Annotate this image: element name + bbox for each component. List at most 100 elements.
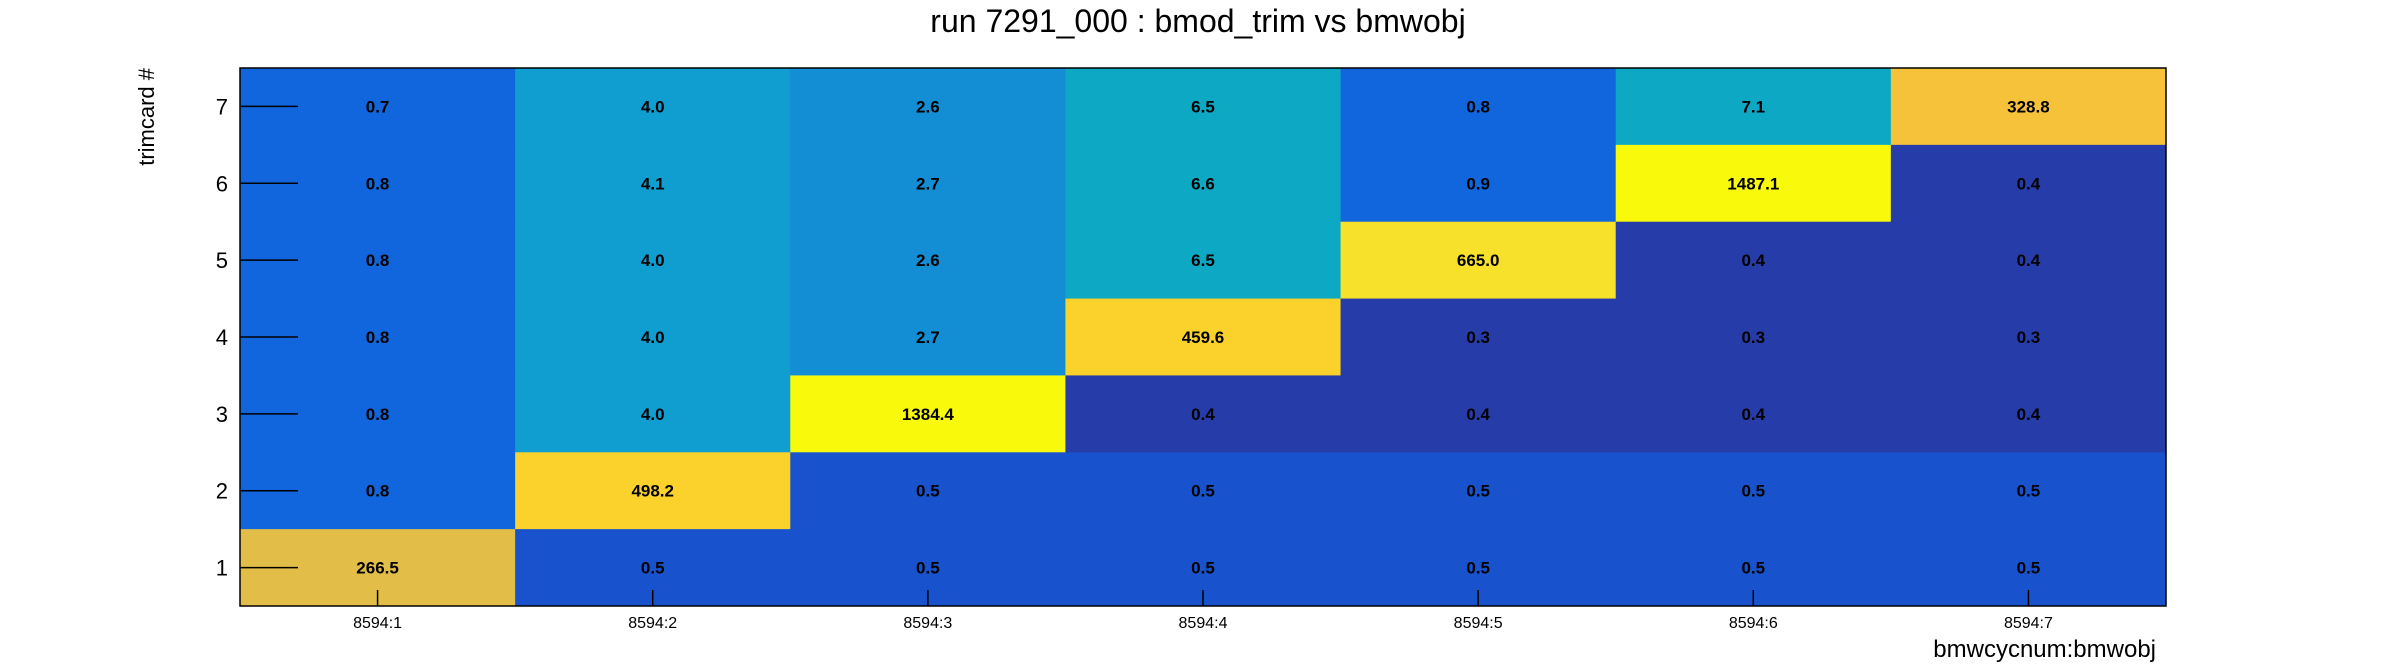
x-tick-label: 8594:5 [1454,615,1503,632]
heatmap-cell [790,375,1066,453]
cell-value-label: 0.4 [1191,405,1215,424]
heatmap-cell [790,221,1066,300]
cell-value-label: 0.4 [2017,251,2041,270]
cell-value-label: 266.5 [356,559,399,578]
cell-value-label: 0.3 [2017,328,2041,347]
cell-value-label: 6.6 [1191,174,1215,193]
heatmap-cell [1615,298,1892,376]
cell-value-label: 0.4 [1741,251,1765,270]
cell-value-label: 6.5 [1191,97,1215,116]
heatmap-cell [790,68,1066,146]
cell-value-label: 0.8 [366,328,390,347]
heatmap-cell [790,144,1066,223]
cell-value-label: 0.8 [366,174,390,193]
x-tick-label: 8594:2 [628,615,677,632]
cell-value-label: 0.5 [1741,559,1765,578]
y-tick-label: 2 [216,479,228,504]
cell-value-label: 0.5 [916,559,940,578]
heatmap-cell [515,221,791,300]
heatmap-cell [1340,375,1617,453]
heatmap-cell [1065,221,1342,300]
cell-value-label: 2.6 [916,97,940,116]
heatmap-cell [1065,375,1342,453]
heatmap-cell [1065,144,1342,223]
heatmap-cell [1340,298,1617,376]
heatmap-cell [1615,221,1892,300]
cell-value-label: 665.0 [1457,251,1500,270]
heatmap-cell [1615,68,1892,146]
cell-value-label: 459.6 [1182,328,1225,347]
cell-value-label: 4.1 [641,174,665,193]
heatmap-cell [1340,144,1617,223]
cell-value-label: 0.5 [1741,482,1765,501]
cell-value-label: 0.4 [2017,405,2041,424]
heatmap-cell [1890,144,2167,223]
cell-value-label: 0.5 [1466,482,1490,501]
cell-value-label: 7.1 [1741,97,1765,116]
heatmap-cell [1340,68,1617,146]
heatmap-cell [515,298,791,376]
cell-value-label: 4.0 [641,251,665,270]
cell-value-label: 0.5 [1466,559,1490,578]
y-tick-label: 1 [216,556,228,581]
heatmap-cell [515,144,791,223]
x-tick-labels: 8594:1 8594:2 8594:3 8594:4 8594:5 8594:6 8594… [353,615,2053,632]
y-axis-title: trimcard # [134,67,159,166]
cell-value-label: 0.5 [641,559,665,578]
cell-value-label: 0.5 [1191,559,1215,578]
cell-value-label: 4.0 [641,328,665,347]
cell-value-label: 0.8 [366,482,390,501]
heatmap-cell [1890,298,2167,376]
heatmap-cells [240,68,2167,607]
cell-value-label: 0.8 [1466,97,1490,116]
cell-value-label: 328.8 [2007,97,2050,116]
x-tick-label: 8594:7 [2004,615,2053,632]
y-tick-label: 4 [216,325,228,350]
cell-value-label: 4.0 [641,405,665,424]
heatmap-cell [1065,452,1342,530]
y-tick-label: 3 [216,402,228,427]
cell-value-label: 1487.1 [1727,174,1779,193]
cell-value-label: 2.7 [916,174,940,193]
chart-title: run 7291_000 : bmod_trim vs bmwobj [930,3,1465,39]
x-tick-label: 8594:1 [353,615,402,632]
cell-value-label: 0.5 [916,482,940,501]
cell-value-label: 2.6 [916,251,940,270]
heatmap-cell [1340,221,1617,300]
heatmap-cell [790,452,1066,530]
y-tick-labels: 1 2 3 4 5 6 7 [216,94,228,580]
cell-value-label: 0.7 [366,97,390,116]
cell-value-label: 4.0 [641,97,665,116]
cell-value-label: 0.5 [2017,559,2041,578]
cell-value-label: 0.8 [366,405,390,424]
cell-value-label: 0.3 [1466,328,1490,347]
cell-value-label: 0.8 [366,251,390,270]
cell-value-label: 0.5 [2017,482,2041,501]
cell-value-label: 0.5 [1191,482,1215,501]
cell-value-labels: 0.7 4.0 2.6 6.5 0.8 7.1 328.8 0.8 4.1 2.7 6.6 0.9 14… [356,97,2049,577]
x-tick-label: 8594:6 [1729,615,1778,632]
heatmap-cell [1615,452,1892,530]
heatmap-cell [1065,68,1342,146]
heatmap-cell [1615,375,1892,453]
x-tick-label: 8594:3 [903,615,952,632]
cell-value-label: 0.9 [1466,174,1490,193]
heatmap-cell [515,375,791,453]
heatmap-cell [1890,375,2167,453]
cell-value-label: 0.3 [1741,328,1765,347]
cell-value-label: 0.4 [1741,405,1765,424]
x-tick-label: 8594:4 [1179,615,1228,632]
heatmap-cell [515,68,791,146]
heatmap-cell [1890,221,2167,300]
axis-ticks [240,105,2030,606]
cell-value-label: 498.2 [631,482,674,501]
y-tick-label: 5 [216,248,228,273]
heatmap-cell [1890,68,2167,146]
cell-value-label: 6.5 [1191,251,1215,270]
y-tick-label: 7 [216,94,228,119]
heatmap-cell [1890,452,2167,530]
heatmap-cell [1065,298,1342,376]
heatmap-cell [1340,452,1617,530]
cell-value-label: 0.4 [2017,174,2041,193]
y-tick-label: 6 [216,171,228,196]
